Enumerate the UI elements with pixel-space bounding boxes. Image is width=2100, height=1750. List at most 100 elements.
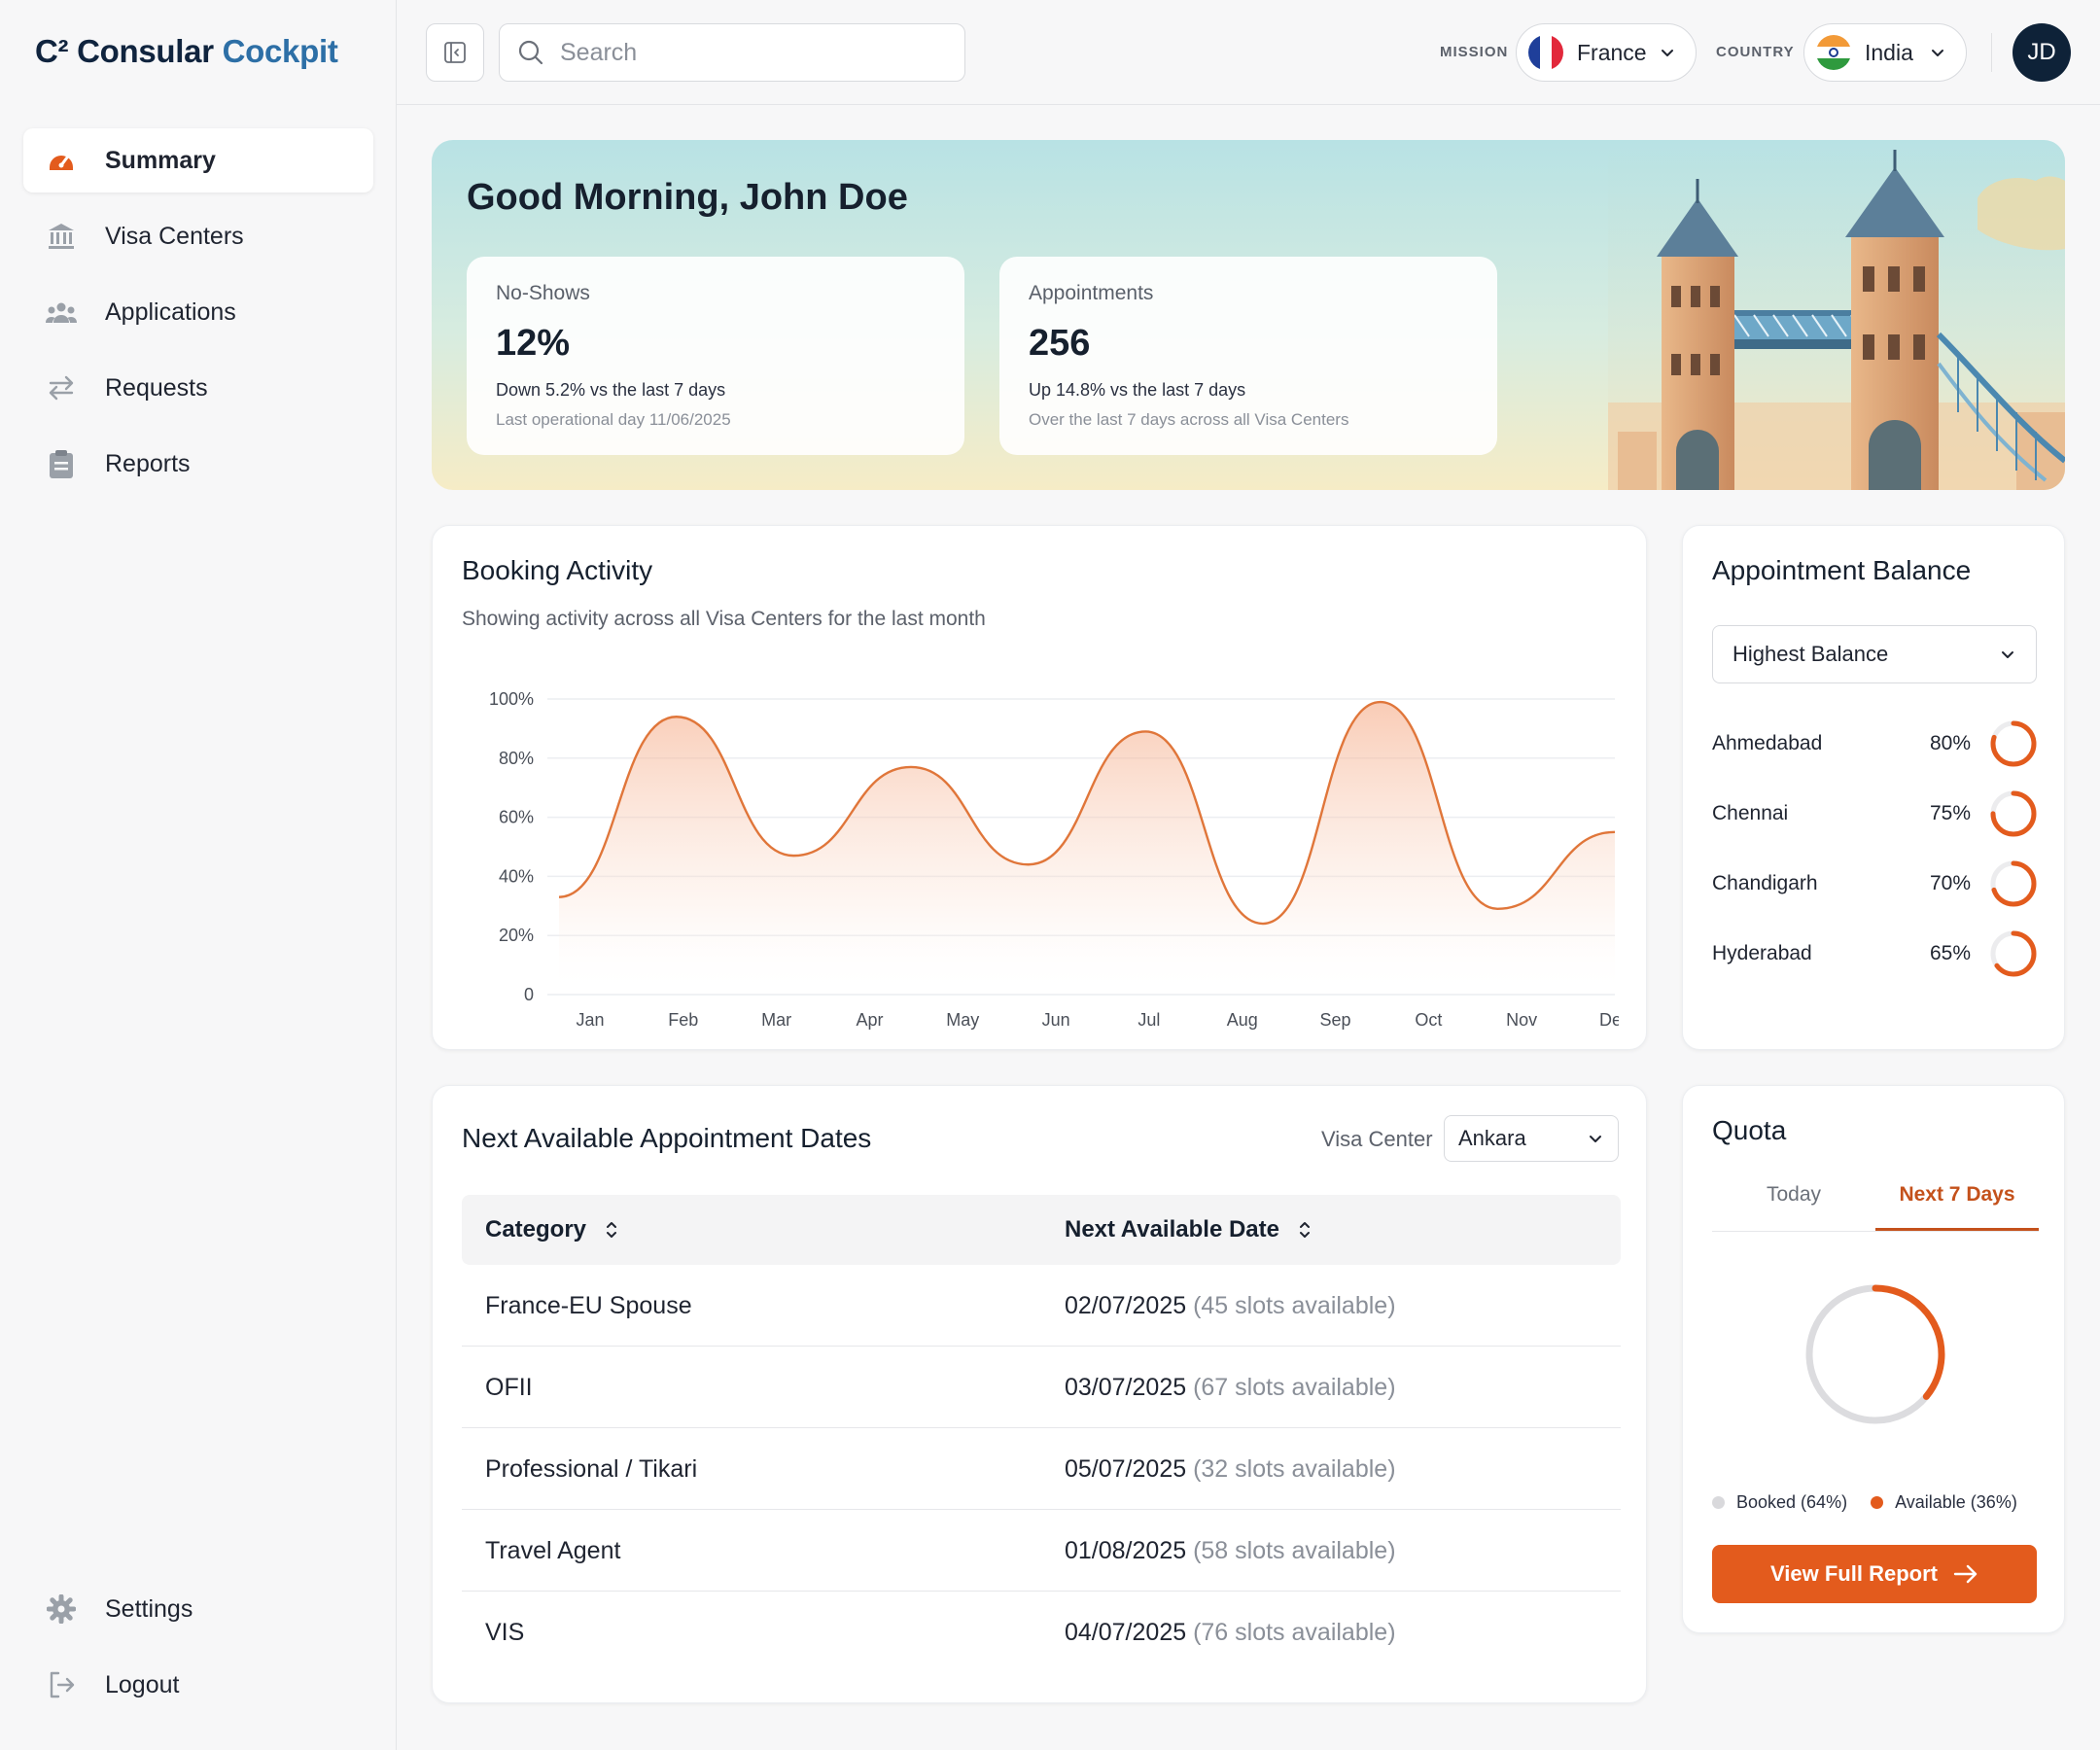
sidebar: C² Consular Cockpit Summary Visa Centers… <box>0 0 397 1750</box>
table-row[interactable]: France-EU Spouse 02/07/2025 (45 slots av… <box>462 1265 1621 1347</box>
sort-icon <box>1299 1222 1310 1238</box>
india-flag-icon <box>1816 35 1851 70</box>
country-label: COUNTRY <box>1716 44 1795 60</box>
speedometer-icon <box>45 144 78 177</box>
mission-label: MISSION <box>1440 44 1509 60</box>
sidebar-item-label: Applications <box>105 298 236 326</box>
stat-label: No-Shows <box>496 282 590 304</box>
x-tick-label: Jan <box>576 1010 604 1030</box>
available-arc <box>1805 1284 1945 1424</box>
stat-note: Over the last 7 days across all Visa Cen… <box>1029 410 1349 429</box>
table-header: Category Next Available Date <box>462 1195 1621 1265</box>
app-logo[interactable]: C² Consular Cockpit <box>35 33 338 70</box>
card-title: Booking Activity <box>462 555 653 585</box>
sidebar-collapse-icon <box>444 42 466 63</box>
sidebar-item-logout[interactable]: Logout <box>23 1653 373 1717</box>
appointments-stat-card: Appointments 256 Up 14.8% vs the last 7 … <box>999 257 1497 455</box>
search-box[interactable] <box>499 23 965 82</box>
balance-city: Hyderabad <box>1712 942 1812 964</box>
sidebar-item-summary[interactable]: Summary <box>23 128 373 192</box>
balance-row: Chandigarh 70% <box>1712 857 2039 911</box>
appointment-balance-card: Appointment Balance Highest Balance Ahme… <box>1682 525 2065 1050</box>
stat-value: 12% <box>496 323 571 364</box>
y-tick-label: 100% <box>489 689 534 709</box>
sidebar-bottom: Settings Logout <box>23 1577 373 1729</box>
date-cell: 05/07/2025 (32 slots available) <box>1065 1455 1396 1484</box>
chevron-down-icon <box>1662 50 1673 56</box>
gear-icon <box>45 1592 78 1626</box>
series-line <box>558 700 1616 926</box>
category-cell: France-EU Spouse <box>485 1292 692 1319</box>
france-flag-icon <box>1528 35 1563 70</box>
x-tick-label: Sep <box>1320 1010 1351 1030</box>
x-tick-label: Oct <box>1415 1010 1442 1030</box>
table-row[interactable]: VIS 04/07/2025 (76 slots available) <box>462 1592 1621 1673</box>
search-icon <box>518 40 543 65</box>
slots-count: (76 slots available) <box>1193 1619 1396 1646</box>
quota-legend: Booked (64%) Available (36%) <box>1712 1492 2017 1513</box>
card-title: Appointment Balance <box>1712 555 1972 585</box>
sidebar-item-applications[interactable]: Applications <box>23 280 373 344</box>
mission-value: France <box>1577 39 1647 65</box>
column-label: Next Available Date <box>1065 1216 1279 1242</box>
balance-row: Ahmedabad 80% <box>1712 717 2039 771</box>
balance-city: Ahmedabad <box>1712 732 1823 754</box>
table-row[interactable]: Travel Agent 01/08/2025 (58 slots availa… <box>462 1510 1621 1592</box>
sidebar-item-reports[interactable]: Reports <box>23 432 373 496</box>
button-label: View Full Report <box>1770 1561 1938 1586</box>
filter-value: Highest Balance <box>1732 642 1889 666</box>
y-tick-label: 40% <box>499 866 534 886</box>
greeting-banner: Good Morning, John Doe No-Shows 12% Down… <box>432 140 2065 490</box>
balance-city: Chennai <box>1712 802 1789 824</box>
tab-today[interactable]: Today <box>1766 1183 1822 1206</box>
balance-ring <box>1990 860 2037 907</box>
x-tick-label: Apr <box>856 1010 883 1030</box>
visa-center-value: Ankara <box>1458 1126 1526 1150</box>
balance-ring <box>1990 720 2037 767</box>
mission-select[interactable]: France <box>1516 23 1697 82</box>
balance-ring <box>1990 930 2037 977</box>
table-row[interactable]: Professional / Tikari 05/07/2025 (32 slo… <box>462 1428 1621 1510</box>
column-header-category[interactable]: Category <box>485 1216 621 1243</box>
date-cell: 03/07/2025 (67 slots available) <box>1065 1374 1396 1402</box>
balance-filter-select[interactable]: Highest Balance <box>1712 625 2037 683</box>
view-full-report-button[interactable]: View Full Report <box>1712 1545 2037 1603</box>
booking-activity-chart: 0 20% 40% 60% 80% 100% Jan Feb Mar Apr May Jun Jul Au… <box>489 689 1619 1030</box>
quota-card: Quota Today Next 7 Days Booked (64%) Ava… <box>1682 1085 2065 1633</box>
date-value: 03/07/2025 <box>1065 1374 1187 1401</box>
y-tick-label: 20% <box>499 926 534 945</box>
sort-icon <box>607 1222 617 1238</box>
sidebar-item-visa-centers[interactable]: Visa Centers <box>23 204 373 268</box>
visa-center-select[interactable]: Ankara <box>1444 1115 1619 1162</box>
card-title: Quota <box>1712 1115 1787 1145</box>
balance-percent: 70% <box>1929 872 1971 894</box>
sidebar-item-label: Visa Centers <box>105 222 244 250</box>
stat-label: Appointments <box>1029 282 1154 304</box>
logo-prefix: C² <box>35 33 69 69</box>
slots-count: (45 slots available) <box>1193 1292 1396 1319</box>
card-title: Next Available Appointment Dates <box>462 1123 872 1153</box>
sidebar-item-requests[interactable]: Requests <box>23 356 373 420</box>
balance-row: Hyderabad 65% <box>1712 927 2039 981</box>
arrows-exchange-icon <box>45 371 78 404</box>
chevron-down-icon <box>1590 1136 1601 1142</box>
x-tick-label: Feb <box>668 1010 698 1030</box>
y-tick-label: 60% <box>499 808 534 827</box>
ring-progress <box>1990 790 2037 837</box>
users-icon <box>45 296 78 329</box>
category-cell: OFII <box>485 1374 533 1401</box>
arrow-right-icon <box>1953 1564 1978 1584</box>
country-select[interactable]: India <box>1803 23 1967 82</box>
sidebar-item-label: Logout <box>105 1670 180 1698</box>
sidebar-toggle-button[interactable] <box>426 23 484 82</box>
user-avatar[interactable]: JD <box>2012 23 2071 82</box>
table-row[interactable]: OFII 03/07/2025 (67 slots available) <box>462 1347 1621 1428</box>
top-header: MISSION France COUNTRY India JD <box>397 0 2100 105</box>
column-header-next-date[interactable]: Next Available Date <box>1065 1216 1314 1243</box>
sidebar-nav: Summary Visa Centers Applications Reques… <box>23 128 373 508</box>
sidebar-item-settings[interactable]: Settings <box>23 1577 373 1641</box>
tab-next-7-days[interactable]: Next 7 Days <box>1875 1173 2039 1231</box>
quota-donut-chart <box>1805 1284 1945 1424</box>
category-cell: VIS <box>485 1619 525 1646</box>
search-input[interactable] <box>560 38 929 67</box>
